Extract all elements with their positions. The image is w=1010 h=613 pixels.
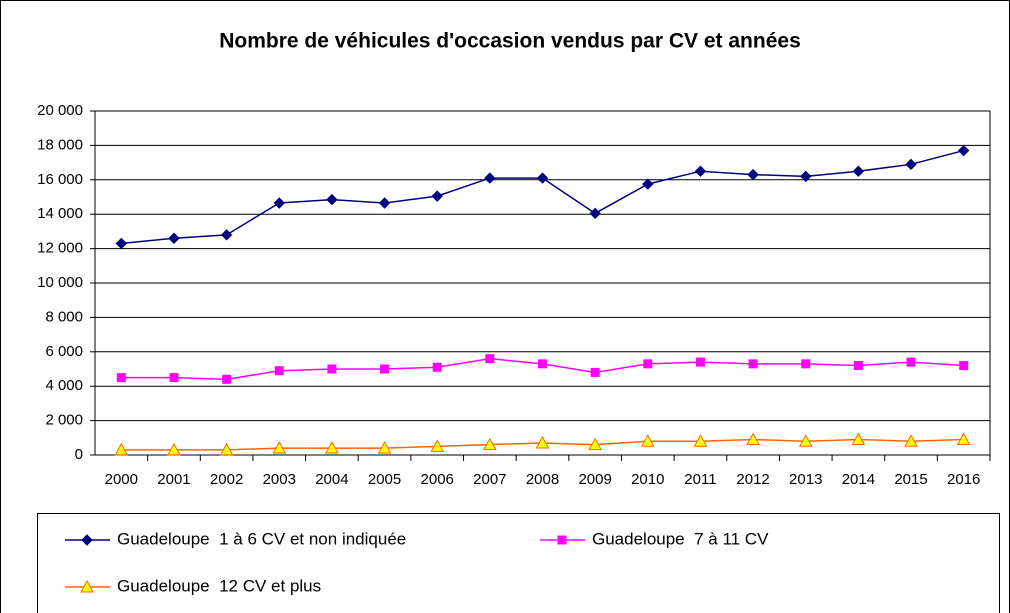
data-point — [694, 165, 707, 177]
data-point — [430, 439, 445, 452]
data-point — [746, 432, 760, 446]
x-tick-label: 2015 — [894, 471, 927, 488]
y-tick-label: 18 000 — [37, 136, 83, 153]
x-tick-label: 2002 — [210, 471, 243, 488]
x-tick-label: 2016 — [947, 471, 980, 488]
data-point — [222, 374, 232, 384]
data-point — [905, 158, 917, 171]
chart-title: Nombre de véhicules d'occasion vendus pa… — [219, 30, 801, 53]
y-tick-label: 20 000 — [37, 102, 83, 119]
data-point — [588, 437, 602, 451]
data-point — [431, 190, 443, 202]
data-point — [220, 229, 233, 241]
x-tick-label: 2004 — [315, 471, 348, 488]
plot-area — [94, 110, 991, 456]
data-point — [378, 197, 391, 209]
x-tick-label: 2000 — [105, 471, 138, 488]
data-point — [695, 357, 705, 367]
x-tick-label: 2014 — [842, 471, 875, 488]
data-point — [801, 359, 811, 369]
x-tick-label: 2003 — [263, 471, 296, 488]
data-point — [535, 435, 550, 449]
legend-label: Guadeloupe 7 à 11 CV — [592, 529, 769, 548]
x-tick-label: 2009 — [578, 471, 611, 488]
data-point — [325, 441, 339, 454]
x-tick-label: 2008 — [526, 471, 559, 488]
data-point — [273, 197, 285, 209]
y-tick-label: 6 000 — [45, 343, 83, 360]
data-point — [536, 172, 549, 184]
data-point — [642, 178, 654, 190]
x-tick-label: 2005 — [368, 471, 401, 488]
data-point — [906, 357, 916, 367]
legend-marker — [557, 535, 567, 545]
y-tick-label: 14 000 — [37, 205, 83, 222]
data-point — [904, 434, 918, 447]
y-tick-label: 0 — [75, 446, 83, 463]
data-point — [274, 366, 284, 376]
data-point — [957, 144, 970, 157]
x-tick-label: 2011 — [684, 471, 716, 488]
data-point — [851, 432, 866, 446]
data-point — [643, 359, 653, 369]
y-tick-label: 10 000 — [37, 274, 83, 291]
legend-marker — [80, 579, 94, 593]
y-tick-label: 8 000 — [45, 308, 83, 325]
data-point — [485, 354, 495, 364]
x-tick-label: 2010 — [631, 471, 664, 488]
y-tick-label: 4 000 — [45, 377, 83, 394]
data-point — [219, 442, 234, 456]
data-point — [747, 168, 759, 181]
data-point — [748, 359, 758, 369]
data-point — [168, 232, 180, 244]
x-tick-label: 2013 — [789, 471, 822, 488]
data-point — [640, 434, 655, 447]
data-point — [956, 432, 971, 446]
data-point — [590, 367, 600, 377]
data-point — [484, 172, 496, 184]
y-tick-label: 12 000 — [37, 240, 83, 257]
legend-marker — [81, 534, 93, 546]
data-point — [800, 170, 812, 183]
data-point — [114, 442, 129, 456]
data-point — [380, 364, 390, 374]
x-tick-label: 2006 — [421, 471, 454, 488]
x-tick-label: 2007 — [473, 471, 506, 488]
legend-label: Guadeloupe 1 à 6 CV et non indiquée — [117, 529, 406, 548]
data-point — [167, 442, 181, 456]
data-point — [169, 373, 179, 383]
data-point — [538, 359, 547, 369]
data-point — [272, 441, 287, 454]
x-tick-label: 2012 — [736, 471, 769, 488]
y-tick-label: 2 000 — [45, 412, 83, 429]
data-point — [693, 434, 708, 447]
data-point — [115, 237, 128, 250]
data-point — [377, 441, 392, 454]
data-point — [483, 437, 497, 451]
data-point — [589, 207, 601, 220]
data-point — [432, 362, 442, 372]
data-point — [853, 361, 863, 371]
data-point — [327, 364, 337, 374]
data-point — [798, 434, 813, 447]
data-point — [959, 361, 969, 371]
data-point — [116, 373, 126, 383]
x-tick-label: 2001 — [157, 471, 190, 488]
data-point — [326, 193, 338, 206]
legend-label: Guadeloupe 12 CV et plus — [117, 576, 321, 595]
data-point — [852, 165, 865, 177]
legend-box — [37, 513, 1000, 613]
y-tick-label: 16 000 — [37, 171, 83, 188]
